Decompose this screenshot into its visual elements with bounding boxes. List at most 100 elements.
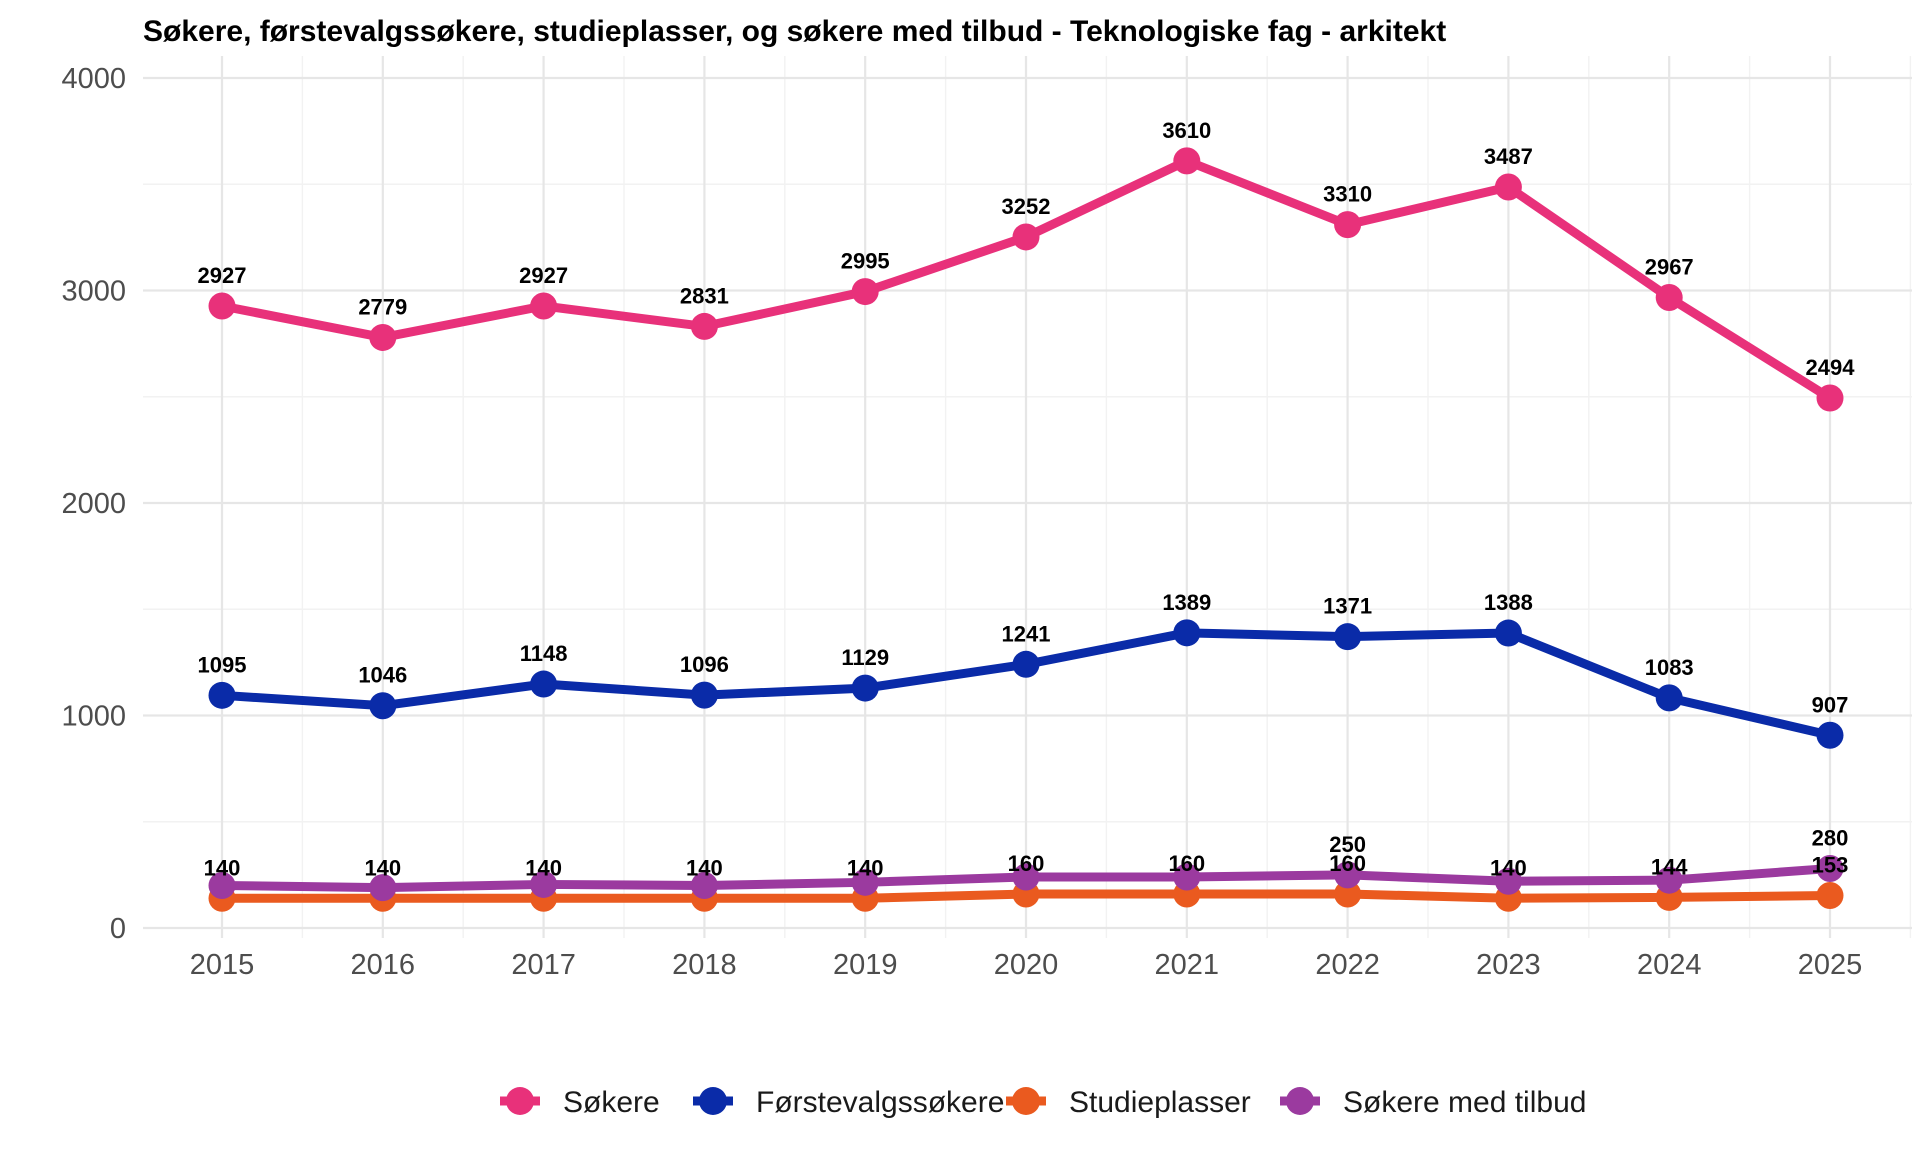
data-point	[1334, 623, 1362, 651]
x-tick-label: 2020	[994, 949, 1059, 981]
data-label: 2995	[841, 249, 890, 274]
legend-item: Studieplasser	[1006, 1086, 1251, 1119]
y-tick-label: 1000	[61, 701, 126, 733]
data-point	[1334, 211, 1362, 239]
x-tick-label: 2025	[1798, 949, 1863, 981]
x-tick-label: 2016	[351, 949, 416, 981]
series-førstevalgssøkere	[208, 619, 1844, 749]
data-label: 1241	[1002, 621, 1051, 646]
data-label: 1095	[198, 652, 247, 677]
data-label: 280	[1812, 826, 1849, 851]
data-point	[1012, 650, 1040, 678]
data-point	[369, 874, 397, 902]
y-tick-label: 3000	[61, 276, 126, 308]
legend-marker	[1286, 1087, 1314, 1115]
data-point	[208, 872, 236, 899]
data-point	[851, 278, 879, 306]
data-point	[690, 312, 718, 340]
data-label: 160	[1329, 851, 1366, 876]
data-point	[1012, 223, 1040, 251]
data-label: 140	[364, 855, 401, 880]
legend-item: Søkere	[500, 1086, 660, 1119]
data-label: 144	[1651, 854, 1688, 879]
legend-label: Søkere	[563, 1086, 660, 1119]
data-label: 250	[1329, 832, 1366, 857]
data-point	[1494, 173, 1522, 201]
data-label: 1046	[358, 663, 407, 688]
data-point	[369, 323, 397, 351]
grid-layer	[143, 56, 1912, 938]
data-label: 140	[204, 855, 241, 880]
data-label: 2831	[680, 283, 729, 308]
data-point	[369, 692, 397, 720]
data-point	[530, 670, 558, 698]
axis-labels: 0 1000 2000 3000 4000 2015 2016 2017 2018 2019 202…	[61, 63, 1862, 981]
data-label: 2927	[519, 263, 568, 288]
data-label: 1371	[1323, 594, 1372, 619]
legend-label: Søkere med tilbud	[1343, 1086, 1586, 1119]
data-label: 907	[1812, 692, 1849, 717]
data-point	[208, 681, 236, 709]
data-point	[1655, 284, 1683, 312]
data-point	[1655, 684, 1683, 712]
data-label: 1129	[841, 645, 889, 670]
x-tick-label: 2018	[672, 949, 737, 981]
data-point	[1334, 861, 1362, 889]
y-tick-label: 0	[110, 913, 126, 945]
data-point	[851, 674, 879, 702]
data-label: 2927	[198, 263, 247, 288]
x-tick-label: 2019	[833, 949, 898, 981]
legend-marker	[699, 1087, 727, 1115]
data-point	[1816, 855, 1844, 882]
data-label: 3310	[1323, 182, 1372, 207]
data-point	[1494, 619, 1522, 647]
data-point	[530, 292, 558, 320]
data-labels: 2927 2779 2927 2831 2995 3252 3610 3310 3487 2967…	[198, 118, 1856, 880]
data-point	[1655, 866, 1683, 894]
x-tick-label: 2021	[1155, 949, 1220, 981]
data-point	[1173, 147, 1201, 175]
data-point	[690, 872, 718, 899]
data-label: 2779	[358, 294, 407, 319]
data-point	[530, 870, 558, 898]
y-tick-label: 4000	[61, 63, 126, 95]
data-point	[1334, 880, 1362, 908]
legend-marker	[1012, 1087, 1040, 1115]
data-point	[1816, 721, 1844, 749]
data-label: 1389	[1162, 590, 1211, 615]
data-label: 1096	[680, 652, 729, 677]
data-label: 3252	[1002, 194, 1051, 219]
x-tick-label: 2024	[1637, 949, 1702, 981]
data-label: 140	[686, 855, 723, 880]
data-point	[1816, 881, 1844, 909]
data-label: 140	[1490, 855, 1527, 880]
series-søkere-med-tilbud	[208, 855, 1844, 902]
data-label: 1083	[1645, 655, 1694, 680]
data-point	[1173, 863, 1201, 891]
series-layer	[208, 147, 1844, 912]
series-søkere	[208, 147, 1844, 412]
legend-label: Førstevalgssøkere	[756, 1086, 1004, 1119]
data-label: 153	[1812, 852, 1849, 877]
data-point	[1494, 867, 1522, 895]
legend-label: Studieplasser	[1069, 1086, 1251, 1119]
data-label: 1388	[1484, 590, 1533, 615]
data-point	[851, 868, 879, 896]
legend-marker	[506, 1087, 534, 1115]
legend: Søkere Førstevalgssøkere Studieplasser Søke…	[500, 1086, 1586, 1119]
data-label: 160	[1168, 851, 1205, 876]
data-point	[1816, 384, 1844, 412]
x-tick-label: 2022	[1315, 949, 1380, 981]
data-label: 140	[525, 855, 562, 880]
data-label: 3487	[1484, 144, 1533, 169]
data-label: 1148	[520, 641, 568, 666]
data-label: 3610	[1162, 118, 1211, 143]
x-tick-label: 2015	[190, 949, 255, 981]
data-point	[1012, 863, 1040, 891]
data-point	[208, 292, 236, 320]
x-tick-label: 2023	[1476, 949, 1541, 981]
chart-title: Søkere, førstevalgssøkere, studieplasser…	[143, 15, 1446, 48]
data-point	[1173, 619, 1201, 647]
